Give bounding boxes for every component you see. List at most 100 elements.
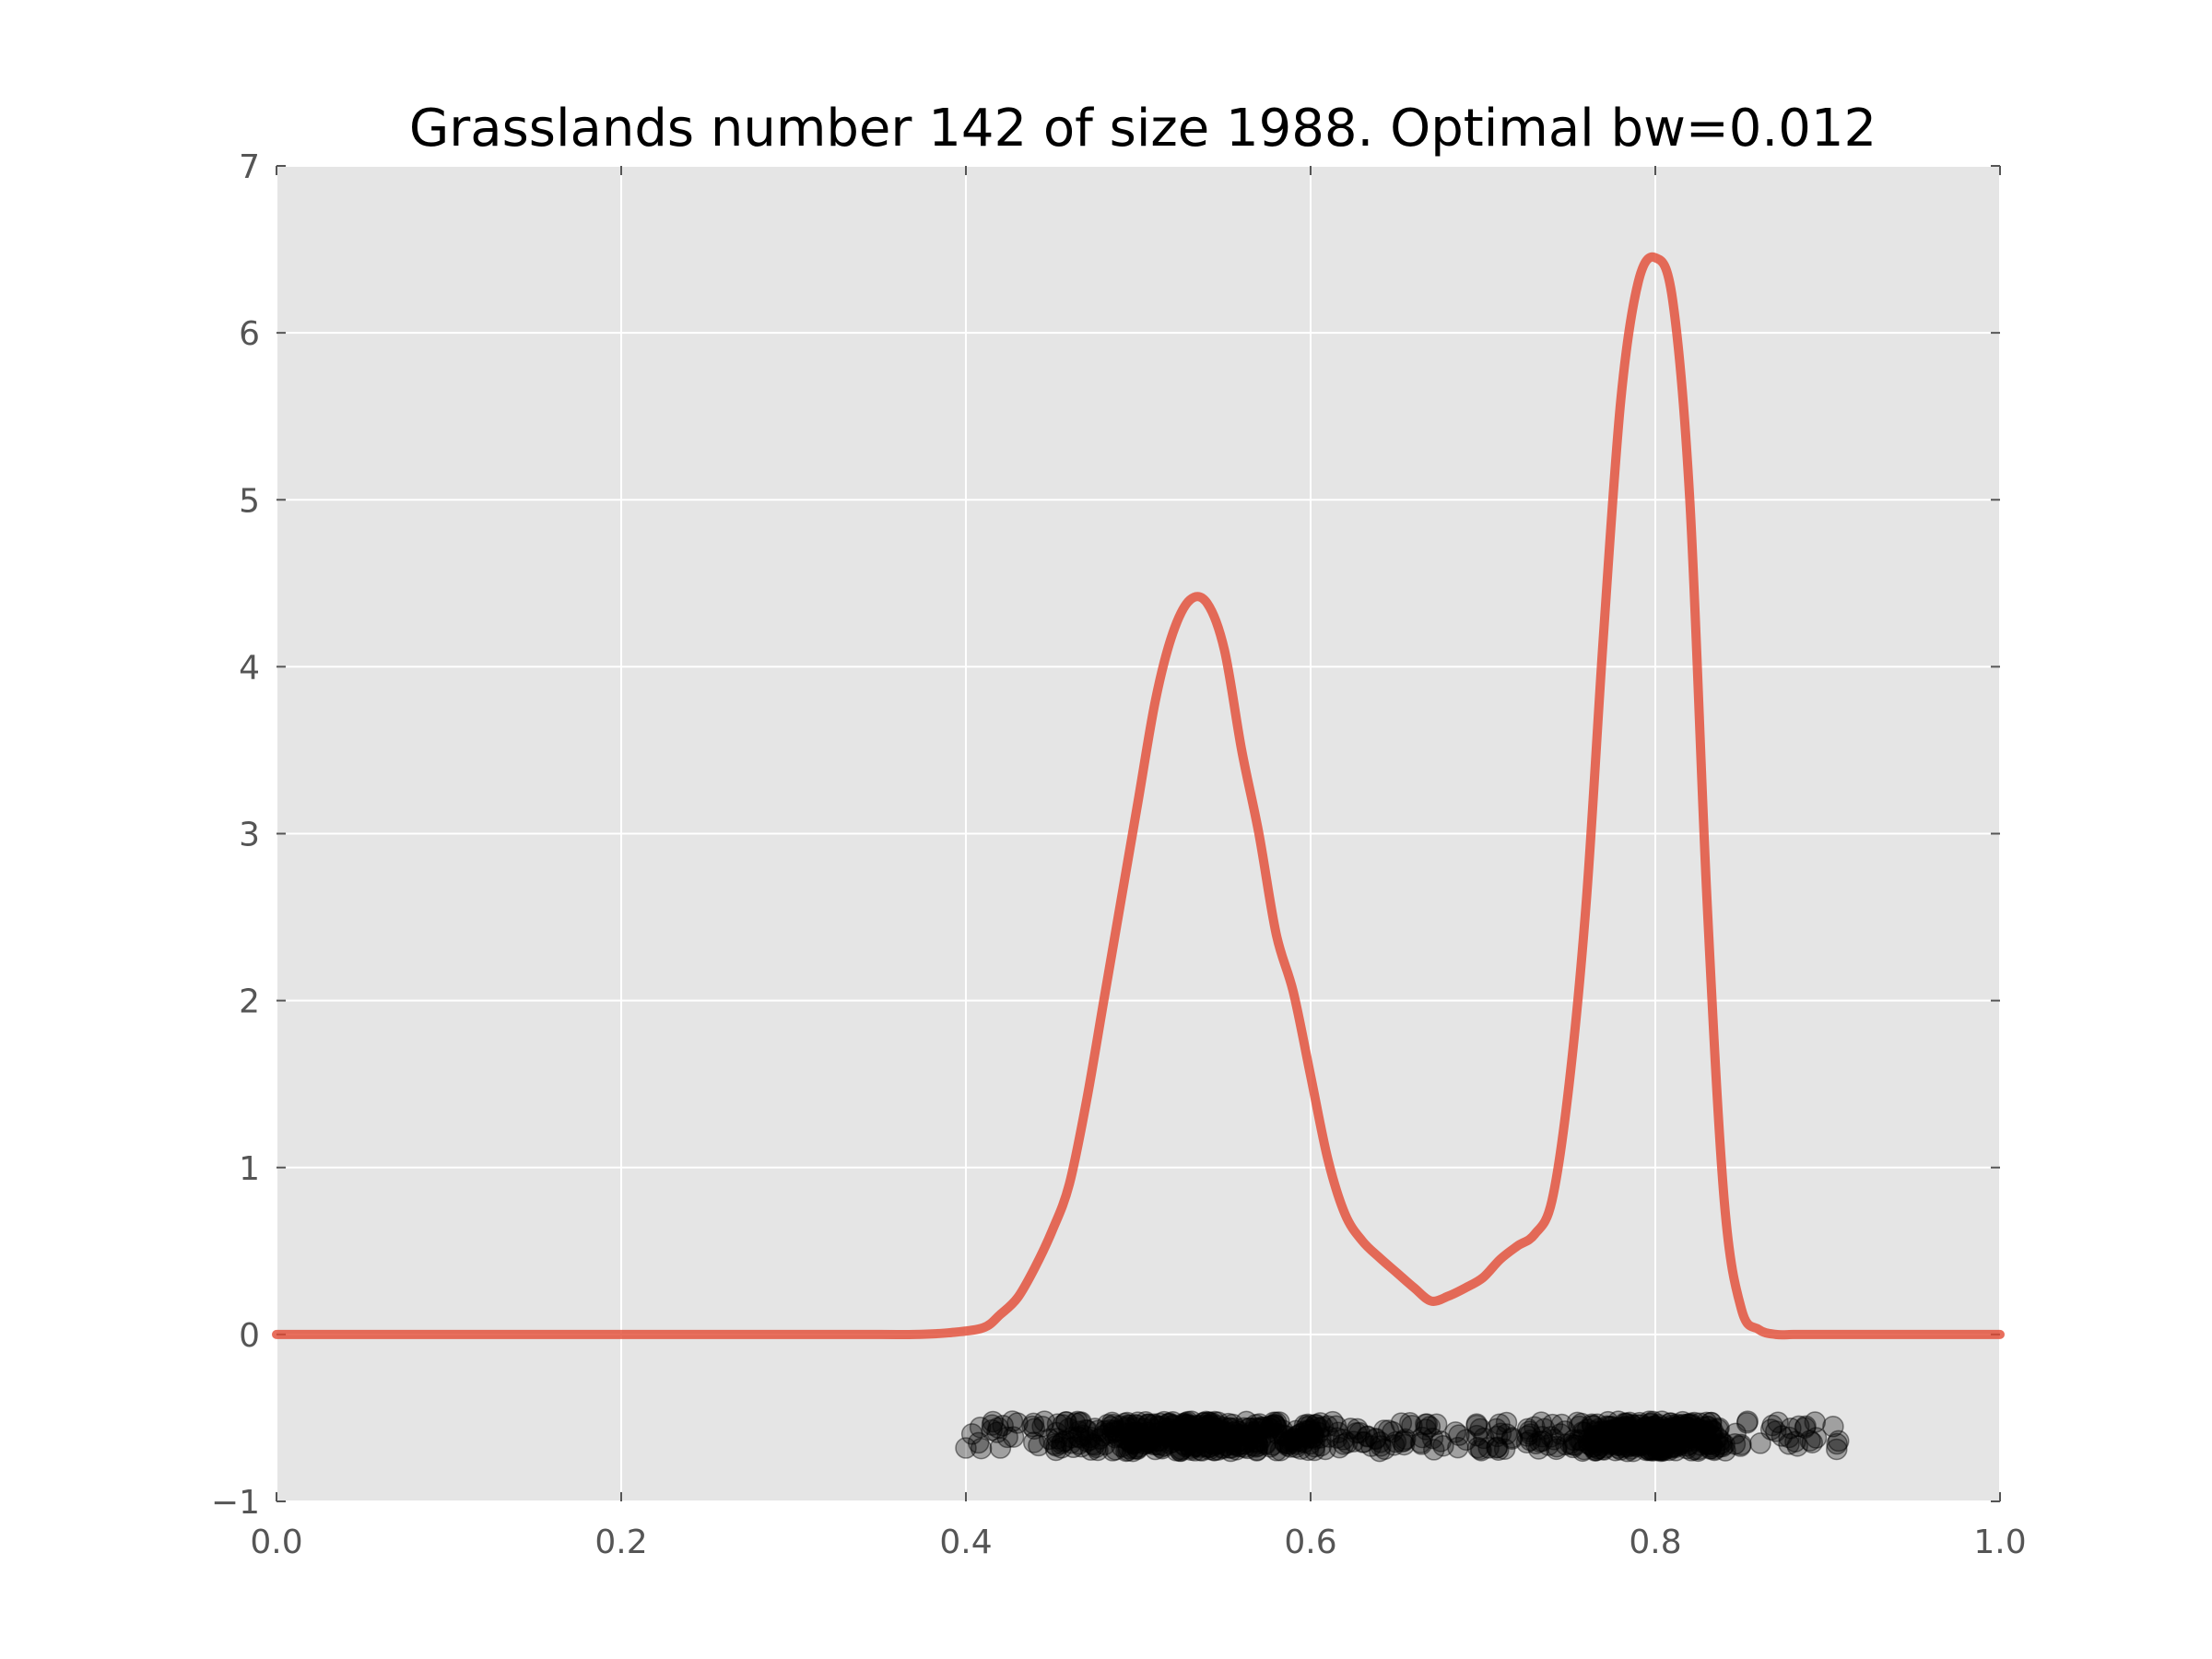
- scatter-point: [1133, 1418, 1156, 1440]
- scatter-point: [1607, 1432, 1630, 1455]
- scatter-point: [1207, 1422, 1230, 1445]
- scatter-point: [1679, 1414, 1701, 1436]
- scatter-point: [1690, 1419, 1713, 1441]
- scatter-point: [1655, 1433, 1678, 1455]
- scatter-point: [1161, 1428, 1184, 1451]
- scatter-point: [1642, 1423, 1665, 1445]
- scatter-point: [1070, 1411, 1092, 1433]
- scatter-point: [1694, 1419, 1717, 1442]
- scatter-point: [1228, 1420, 1251, 1443]
- scatter-point: [1618, 1411, 1641, 1434]
- scatter-point: [1126, 1438, 1148, 1461]
- scatter-point: [1704, 1429, 1726, 1452]
- scatter-point: [1700, 1418, 1723, 1441]
- scatter-point: [1601, 1432, 1624, 1455]
- scatter-point: [1184, 1414, 1207, 1437]
- scatter-point: [1123, 1438, 1146, 1460]
- scatter-point: [1193, 1418, 1216, 1440]
- scatter-point: [1822, 1416, 1844, 1438]
- scatter-point: [1601, 1431, 1624, 1454]
- scatter-point: [1303, 1435, 1326, 1458]
- scatter-point: [1192, 1417, 1215, 1439]
- scatter-point: [1152, 1424, 1174, 1446]
- scatter-point: [1631, 1433, 1653, 1455]
- scatter-point: [1465, 1414, 1488, 1437]
- scatter-point: [1671, 1419, 1693, 1442]
- scatter-point: [1238, 1426, 1260, 1448]
- scatter-point: [1696, 1432, 1718, 1454]
- scatter-point: [1390, 1412, 1413, 1434]
- scatter-point: [1113, 1412, 1136, 1435]
- scatter-point: [1638, 1439, 1661, 1461]
- scatter-point: [1124, 1414, 1147, 1436]
- scatter-point: [1599, 1415, 1622, 1438]
- x-tick-label: 0.0: [250, 1524, 302, 1561]
- scatter-point: [1700, 1437, 1722, 1460]
- scatter-point: [1666, 1416, 1688, 1438]
- scatter-point: [1137, 1413, 1160, 1436]
- scatter-point: [1644, 1419, 1667, 1442]
- scatter-point: [1221, 1413, 1244, 1436]
- scatter-point: [1584, 1440, 1606, 1462]
- scatter-point: [1172, 1412, 1195, 1435]
- scatter-point: [1301, 1427, 1324, 1449]
- scatter-point: [1185, 1435, 1208, 1457]
- scatter-point: [1227, 1423, 1250, 1446]
- scatter-point: [1540, 1426, 1562, 1448]
- scatter-point: [1202, 1416, 1224, 1439]
- scatter-point: [1655, 1418, 1678, 1441]
- scatter-point: [1103, 1419, 1125, 1441]
- scatter-point: [1562, 1436, 1584, 1459]
- scatter-point: [1582, 1427, 1605, 1450]
- scatter-point: [1138, 1430, 1161, 1453]
- scatter-point: [1339, 1418, 1362, 1440]
- scatter-point: [1183, 1440, 1206, 1462]
- scatter-point: [1647, 1422, 1670, 1445]
- scatter-point: [1630, 1430, 1653, 1453]
- scatter-point: [1707, 1427, 1729, 1449]
- scatter-point: [1466, 1436, 1489, 1459]
- scatter-point: [1559, 1432, 1582, 1455]
- scatter-point: [1654, 1435, 1677, 1457]
- scatter-point: [1647, 1437, 1670, 1459]
- scatter-point: [1545, 1438, 1568, 1461]
- scatter-point: [1658, 1426, 1680, 1448]
- scatter-point: [1596, 1410, 1619, 1433]
- scatter-point: [1148, 1412, 1171, 1435]
- scatter-point: [1594, 1432, 1616, 1454]
- scatter-point: [1655, 1433, 1678, 1455]
- scatter-point: [1147, 1415, 1169, 1438]
- scatter-point: [1631, 1422, 1653, 1445]
- scatter-point: [1496, 1423, 1518, 1445]
- scatter-point: [1617, 1436, 1639, 1458]
- scatter-point: [1621, 1427, 1644, 1450]
- scatter-point: [1623, 1433, 1645, 1455]
- scatter-point: [1265, 1411, 1288, 1434]
- scatter-point: [1693, 1431, 1715, 1454]
- scatter-point: [1294, 1419, 1317, 1442]
- scatter-point: [1415, 1418, 1437, 1441]
- scatter-point: [1519, 1430, 1542, 1452]
- scatter-point: [1597, 1424, 1620, 1447]
- scatter-point: [1684, 1429, 1707, 1452]
- scatter-point: [1611, 1424, 1634, 1447]
- scatter-point: [1218, 1429, 1241, 1452]
- scatter-point: [1293, 1414, 1316, 1437]
- scatter-point: [1616, 1417, 1639, 1439]
- scatter-point: [1177, 1410, 1199, 1433]
- scatter-point: [1088, 1428, 1112, 1450]
- scatter-point: [967, 1431, 990, 1454]
- scatter-point: [1180, 1437, 1203, 1460]
- scatter-point: [1608, 1420, 1630, 1443]
- x-tick-label: 0.8: [1629, 1524, 1681, 1561]
- scatter-point: [1678, 1425, 1701, 1448]
- scatter-point: [1566, 1411, 1589, 1434]
- scatter-point: [1233, 1417, 1255, 1440]
- scatter-point: [1044, 1439, 1067, 1462]
- scatter-point: [1699, 1433, 1721, 1455]
- scatter-point: [1612, 1436, 1635, 1458]
- scatter-point: [1659, 1412, 1682, 1434]
- scatter-point: [1651, 1421, 1674, 1443]
- scatter-point: [1636, 1422, 1658, 1444]
- scatter-point: [1568, 1429, 1590, 1451]
